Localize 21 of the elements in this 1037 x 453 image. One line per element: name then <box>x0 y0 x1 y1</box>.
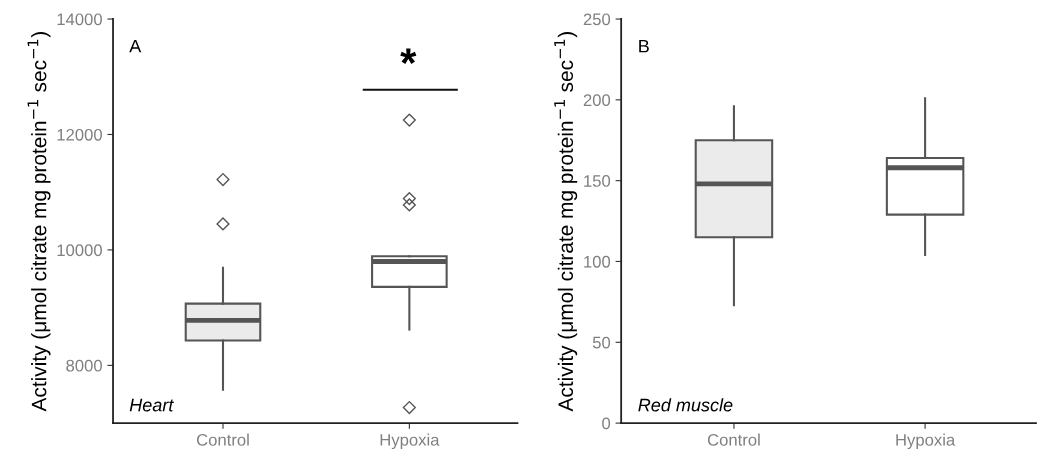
x-tick-label: Hypoxia <box>896 433 956 450</box>
y-tick-label: 10000 <box>57 244 102 257</box>
y-tick-label: 250 <box>583 13 611 26</box>
y-axis-title: Activity (μmol citrate mg protein$^{−1}$ sec$^{−1}$) <box>554 32 578 412</box>
y-axis-title: Activity (μmol citrate mg protein$^{−1}$ sec$^{−1}$) <box>27 32 51 412</box>
x-tick-label: Hypoxia <box>380 433 440 450</box>
y-tick-label: 0 <box>602 417 611 430</box>
y-tick-label: 100 <box>584 255 611 268</box>
y-tick-label: 200 <box>583 94 611 107</box>
annotation: * <box>400 48 417 64</box>
annotation: Heart <box>129 398 174 412</box>
y-tick-label: 8000 <box>66 359 102 372</box>
y-tick-label: 150 <box>584 175 611 187</box>
annotation: B <box>639 39 649 53</box>
annotation: Red muscle <box>638 398 733 412</box>
annotation: A <box>129 39 142 53</box>
y-tick-label: 12000 <box>57 128 102 141</box>
y-tick-label: 14000 <box>57 13 102 26</box>
x-tick-label: Control <box>707 433 760 446</box>
x-tick-label: Control <box>196 433 249 446</box>
y-tick-label: 50 <box>592 336 611 349</box>
